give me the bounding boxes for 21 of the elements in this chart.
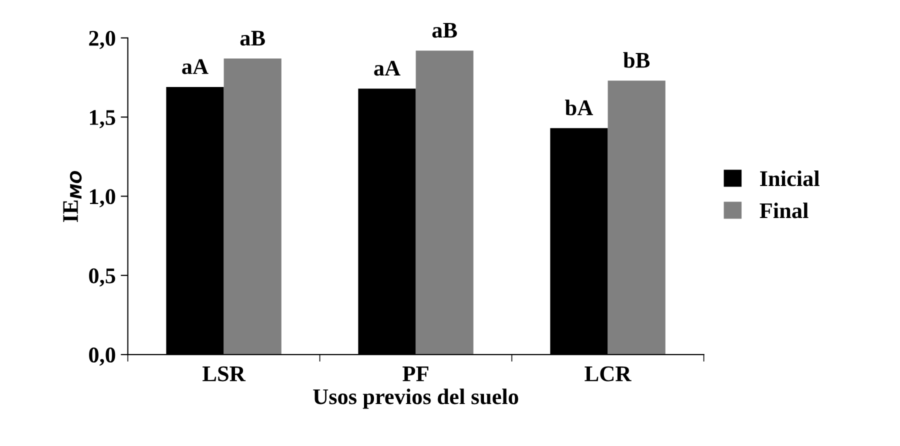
bar [416,50,474,355]
y-axis-title: IE$_{MO}$ [63,170,82,222]
x-tick-label: LSR [202,366,246,382]
y-tick-label: 0,5 [89,268,116,287]
x-axis-title: Usos previos del suelo [313,388,518,409]
annotation: aA [374,60,400,76]
y-tick-label: 2,0 [89,30,116,50]
y-tick-label: 1,5 [90,110,116,128]
annotation: aA [182,59,208,74]
bar [608,80,666,355]
y-tick-label: 1,0 [90,189,116,208]
x-tick-label: LCR [584,366,632,382]
bar [224,58,282,355]
annotation: aB [240,30,265,46]
annotation: bB [623,52,650,68]
x-tick-label: PF [402,366,428,382]
y-tick-label: 0,0 [89,348,116,366]
legend-label: Inicial [760,170,820,186]
annotation: bA [565,100,594,116]
annotation: aB [432,22,457,38]
legend-label: Final [760,202,808,218]
